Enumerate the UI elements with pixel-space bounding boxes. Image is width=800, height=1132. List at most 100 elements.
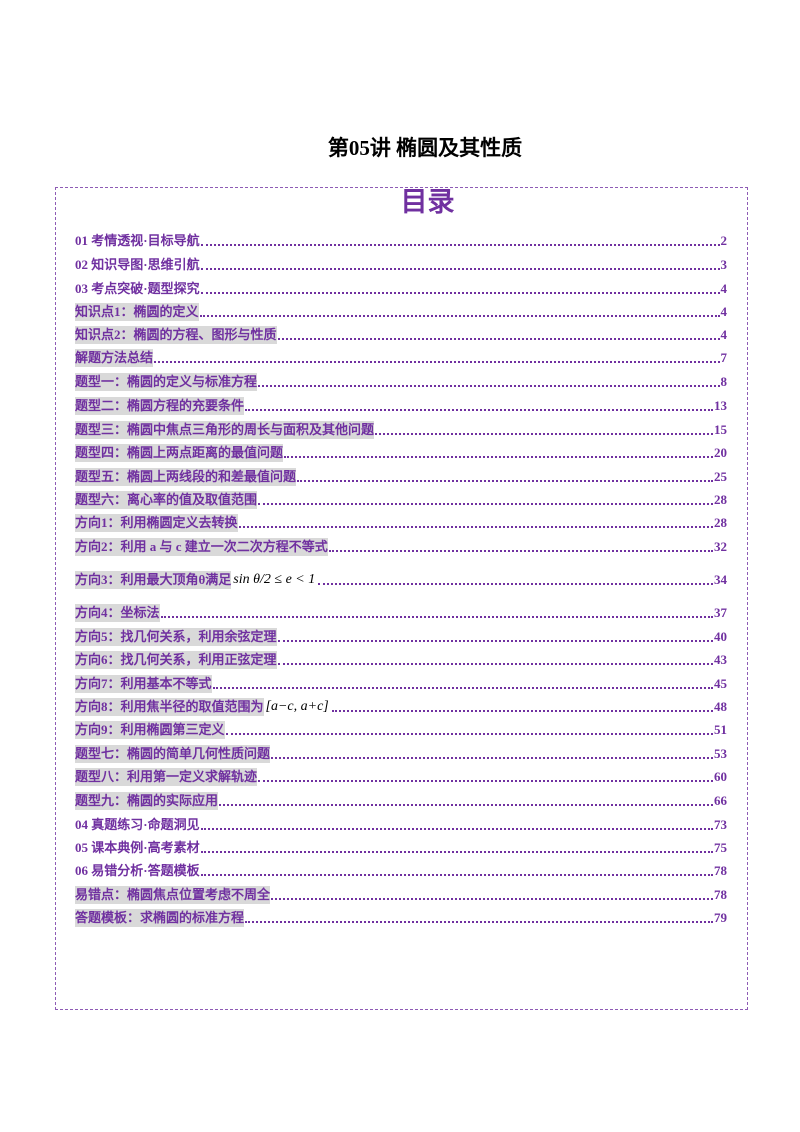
dot-leader xyxy=(375,433,713,435)
toc-entry-page: 15 xyxy=(714,422,727,437)
toc-entry[interactable]: 05 课本典例·高考素材 75 xyxy=(75,839,727,857)
toc-entry[interactable]: 题型四：椭圆上两点距离的最值问题 20 xyxy=(75,444,727,462)
toc-entry[interactable]: 方向3：利用最大顶角θ满足 sin θ/2 ≤ e < 1 34 xyxy=(75,571,727,589)
toc-entry-page: 40 xyxy=(714,629,727,644)
dot-leader xyxy=(245,409,713,411)
toc-entry[interactable]: 方向4：坐标法 37 xyxy=(75,604,727,622)
dot-leader xyxy=(200,828,713,830)
toc-entry[interactable]: 题型三：椭圆中焦点三角形的周长与面积及其他问题 15 xyxy=(75,421,727,439)
toc-entry-text: 题型九：椭圆的实际应用 xyxy=(75,792,219,810)
dot-leader xyxy=(318,583,713,585)
toc-entry-page: 79 xyxy=(714,910,727,925)
toc-entry-page: 20 xyxy=(714,445,727,460)
toc-entry-page: 45 xyxy=(714,676,727,691)
toc-entry-text: 方向5：找几何关系，利用余弦定理 xyxy=(75,628,277,646)
dot-leader xyxy=(154,361,720,363)
toc-entry-page: 66 xyxy=(714,793,727,808)
toc-entry[interactable]: 解题方法总结 7 xyxy=(75,349,727,367)
toc-entry-page: 28 xyxy=(714,515,727,530)
toc-entry-text: 解题方法总结 xyxy=(75,349,154,367)
toc-entry-page: 8 xyxy=(720,374,728,389)
toc-entry-text: 题型八：利用第一定义求解轨迹 xyxy=(75,768,258,786)
toc-entry-text: 方向1：利用椭圆定义去转换 xyxy=(75,514,238,532)
toc-entry[interactable]: 题型八：利用第一定义求解轨迹 60 xyxy=(75,768,727,786)
toc-entry[interactable]: 方向8：利用焦半径的取值范围为 [a−c, a+c] 48 xyxy=(75,698,727,716)
toc-entry-text: 05 课本典例·高考素材 xyxy=(75,840,200,855)
toc-entry-page: 53 xyxy=(714,746,727,761)
toc-heading: 目录 xyxy=(400,187,455,218)
dot-leader xyxy=(238,526,713,528)
toc-entry[interactable]: 方向9：利用椭圆第三定义 51 xyxy=(75,721,727,739)
toc-entry-page: 37 xyxy=(714,605,727,620)
toc-entry-text: 知识点2：椭圆的方程、图形与性质 xyxy=(75,326,277,344)
toc-entry[interactable]: 04 真题练习·命题洞见 73 xyxy=(75,816,727,834)
toc-entry-page: 48 xyxy=(714,699,727,714)
dot-leader xyxy=(225,733,713,735)
dot-leader xyxy=(200,851,713,853)
toc-entry-text: 题型七：椭圆的简单几何性质问题 xyxy=(75,745,271,763)
toc-entry-text: 02 知识导图·思维引航 xyxy=(75,257,200,272)
toc-entry[interactable]: 题型七：椭圆的简单几何性质问题 53 xyxy=(75,745,727,763)
toc-entry-page: 51 xyxy=(714,722,727,737)
toc-entry-page: 34 xyxy=(714,572,727,587)
dot-leader xyxy=(200,874,713,876)
toc-entry-text: 03 考点突破·题型探究 xyxy=(75,281,200,296)
toc-entry[interactable]: 易错点：椭圆焦点位置考虑不周全 78 xyxy=(75,886,727,904)
toc-entry-text: 题型六：离心率的值及取值范围 xyxy=(75,491,258,509)
toc-entry-text: 方向7：利用基本不等式 xyxy=(75,675,212,693)
toc-entry-formula: [a−c, a+c] xyxy=(265,699,329,714)
toc-entry-text: 06 易错分析·答题模板 xyxy=(75,863,200,878)
toc-entry[interactable]: 02 知识导图·思维引航 3 xyxy=(75,256,727,274)
toc-entry[interactable]: 方向5：找几何关系，利用余弦定理 40 xyxy=(75,628,727,646)
dot-leader xyxy=(297,480,713,482)
toc-entry-page: 78 xyxy=(714,863,727,878)
toc-entry[interactable]: 06 易错分析·答题模板 78 xyxy=(75,862,727,880)
toc-entry[interactable]: 方向1：利用椭圆定义去转换 28 xyxy=(75,514,727,532)
toc-entry[interactable]: 01 考情透视·目标导航 2 xyxy=(75,232,727,250)
dot-leader xyxy=(258,503,713,505)
document-title: 第05讲 椭圆及其性质 xyxy=(327,136,523,160)
toc-entry[interactable]: 题型五：椭圆上两线段的和差最值问题 25 xyxy=(75,468,727,486)
dot-leader xyxy=(277,663,713,665)
dot-leader xyxy=(219,804,713,806)
toc-entry[interactable]: 03 考点突破·题型探究 4 xyxy=(75,280,727,298)
dot-leader xyxy=(200,292,720,294)
toc-entry-text: 01 考情透视·目标导航 xyxy=(75,233,200,248)
dot-leader xyxy=(328,550,713,552)
toc-entry-page: 25 xyxy=(714,469,727,484)
toc-entry[interactable]: 知识点1：椭圆的定义 4 xyxy=(75,303,727,321)
toc-entry-page: 4 xyxy=(720,304,728,319)
toc-entry[interactable]: 方向2：利用 a 与 c 建立一次二次方程不等式 32 xyxy=(75,538,727,556)
toc-entry[interactable]: 方向6：找几何关系，利用正弦定理 43 xyxy=(75,651,727,669)
toc-entry[interactable]: 题型九：椭圆的实际应用 66 xyxy=(75,792,727,810)
dot-leader xyxy=(245,921,713,923)
toc-entry[interactable]: 题型六：离心率的值及取值范围 28 xyxy=(75,491,727,509)
toc-entry-page: 28 xyxy=(714,492,727,507)
dot-leader xyxy=(199,315,720,317)
toc-entry-page: 60 xyxy=(714,769,727,784)
dot-leader xyxy=(331,710,713,712)
toc-entry-page: 7 xyxy=(720,350,728,365)
toc-entry[interactable]: 题型一：椭圆的定义与标准方程 8 xyxy=(75,373,727,391)
toc-entry-page: 4 xyxy=(720,281,728,296)
toc-entry[interactable]: 方向7：利用基本不等式 45 xyxy=(75,675,727,693)
toc-entry-text: 方向2：利用 a 与 c 建立一次二次方程不等式 xyxy=(75,538,328,556)
toc-entry[interactable]: 答题模板：求椭圆的标准方程 79 xyxy=(75,909,727,927)
toc-entry[interactable]: 知识点2：椭圆的方程、图形与性质 4 xyxy=(75,326,727,344)
toc-entry-text: 04 真题练习·命题洞见 xyxy=(75,817,200,832)
dot-leader xyxy=(258,780,713,782)
toc-frame xyxy=(55,187,748,1010)
dot-leader xyxy=(284,456,713,458)
toc-entry-page: 43 xyxy=(714,652,727,667)
toc-entry-text: 题型四：椭圆上两点距离的最值问题 xyxy=(75,444,284,462)
toc-entry-text: 易错点：椭圆焦点位置考虑不周全 xyxy=(75,886,271,904)
toc-entry-page: 2 xyxy=(720,233,728,248)
toc-entry-text: 方向9：利用椭圆第三定义 xyxy=(75,721,225,739)
toc-entry[interactable]: 题型二：椭圆方程的充要条件 13 xyxy=(75,397,727,415)
toc-entry-page: 78 xyxy=(714,887,727,902)
toc-entry-page: 75 xyxy=(714,840,727,855)
dot-leader xyxy=(271,898,713,900)
toc-entry-text: 题型一：椭圆的定义与标准方程 xyxy=(75,373,258,391)
dot-leader xyxy=(277,338,720,340)
dot-leader xyxy=(258,385,720,387)
